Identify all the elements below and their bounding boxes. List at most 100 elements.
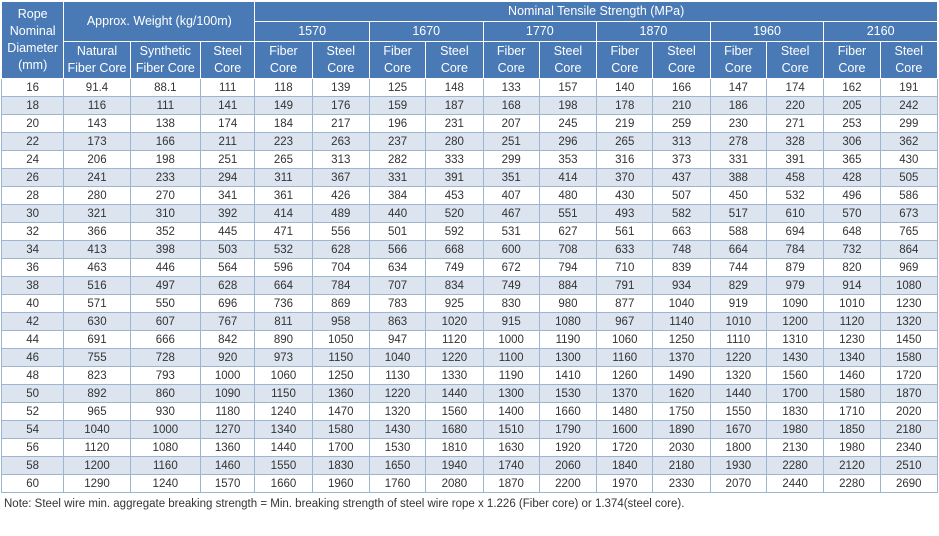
table-cell: 331: [368, 168, 427, 187]
table-cell: 125: [368, 78, 427, 97]
table-cell: 333: [425, 150, 484, 169]
table-cell: 265: [596, 132, 654, 151]
table-cell: 174: [765, 78, 825, 97]
diameter-cell: 30: [0, 204, 65, 223]
table-cell: 1790: [538, 420, 598, 439]
table-row: 28 280 270 341 361 426 384 453 407 480 430 507 450 53…: [0, 186, 939, 205]
diameter-cell: 34: [0, 240, 65, 259]
strength-group-header: 1960: [709, 21, 825, 42]
table-cell: 2180: [879, 420, 939, 439]
table-cell: 187: [425, 96, 484, 115]
table-cell: 505: [879, 168, 939, 187]
table-cell: 265: [254, 150, 313, 169]
table-cell: 111: [129, 96, 202, 115]
table-cell: 1410: [538, 366, 598, 385]
table-cell: 1660: [254, 474, 313, 493]
table-cell: 834: [425, 276, 484, 295]
table-cell: 2280: [823, 474, 881, 493]
strength-group-header: 1570: [254, 21, 370, 42]
table-cell: 596: [254, 258, 313, 277]
table-cell: 1250: [311, 366, 370, 385]
table-cell: 219: [596, 114, 654, 133]
table-cell: 480: [538, 186, 598, 205]
table-cell: 884: [538, 276, 598, 295]
table-cell: 550: [129, 294, 202, 313]
table-cell: 1120: [63, 438, 131, 457]
diameter-cell: 58: [0, 456, 65, 475]
table-cell: 430: [879, 150, 939, 169]
table-row: 58 1200 1160 1460 1550 1830 1650 1940 1740 2060 18…: [0, 456, 939, 475]
table-cell: 1480: [596, 402, 654, 421]
table-cell: 1850: [823, 420, 881, 439]
fiber-core-header: Fiber Core: [823, 41, 881, 79]
table-cell: 668: [425, 240, 484, 259]
table-cell: 570: [823, 204, 881, 223]
table-cell: 1020: [425, 312, 484, 331]
table-cell: 842: [200, 330, 256, 349]
table-cell: 2060: [538, 456, 598, 475]
table-cell: 1550: [254, 456, 313, 475]
table-cell: 767: [200, 312, 256, 331]
table-cell: 811: [254, 312, 313, 331]
table-cell: 407: [482, 186, 540, 205]
table-cell: 1560: [765, 366, 825, 385]
table-row: 18 116 111 141 149 176 159 187 168 198 178 210 186 22…: [0, 96, 939, 115]
table-cell: 413: [63, 240, 131, 259]
table-cell: 1980: [765, 420, 825, 439]
diameter-cell: 54: [0, 420, 65, 439]
table-cell: 869: [311, 294, 370, 313]
table-body: 16 91.4 88.1 111 118 139 125 148 133 157 140 166 147…: [0, 78, 939, 493]
table-cell: 1570: [200, 474, 256, 493]
table-cell: 143: [63, 114, 131, 133]
table-cell: 1440: [709, 384, 768, 403]
diameter-cell: 52: [0, 402, 65, 421]
table-cell: 392: [200, 204, 256, 223]
table-cell: 517: [709, 204, 768, 223]
table-cell: 1160: [129, 456, 202, 475]
table-cell: 1000: [482, 330, 540, 349]
table-cell: 1920: [538, 438, 598, 457]
weight-column-header: Steel Core: [200, 41, 256, 79]
table-cell: 1760: [368, 474, 427, 493]
nominal-tensile-header: Nominal Tensile Strength (MPa): [254, 1, 938, 22]
table-cell: 388: [709, 168, 768, 187]
table-cell: 1320: [709, 366, 768, 385]
table-cell: 561: [596, 222, 654, 241]
table-cell: 1220: [425, 348, 484, 367]
table-cell: 133: [482, 78, 540, 97]
table-cell: 111: [200, 78, 256, 97]
table-cell: 207: [482, 114, 540, 133]
table-cell: 947: [368, 330, 427, 349]
table-cell: 198: [538, 96, 598, 115]
table-cell: 958: [311, 312, 370, 331]
table-cell: 1970: [596, 474, 654, 493]
footnote: Note: Steel wire min. aggregate breaking…: [4, 498, 685, 510]
table-cell: 251: [200, 150, 256, 169]
table-cell: 1710: [823, 402, 881, 421]
table-cell: 794: [538, 258, 598, 277]
table-cell: 1250: [652, 330, 711, 349]
table-cell: 980: [538, 294, 598, 313]
table-cell: 1220: [709, 348, 768, 367]
table-cell: 91.4: [63, 78, 131, 97]
table-cell: 223: [254, 132, 313, 151]
table-cell: 233: [129, 168, 202, 187]
table-cell: 1260: [596, 366, 654, 385]
table-cell: 1460: [200, 456, 256, 475]
table-cell: 159: [368, 96, 427, 115]
table-cell: 691: [63, 330, 131, 349]
table-cell: 1360: [311, 384, 370, 403]
table-cell: 1470: [311, 402, 370, 421]
table-cell: 237: [368, 132, 427, 151]
table-cell: 414: [538, 168, 598, 187]
table-cell: 1550: [709, 402, 768, 421]
table-cell: 1870: [879, 384, 939, 403]
diameter-cell: 50: [0, 384, 65, 403]
table-cell: 1310: [765, 330, 825, 349]
table-cell: 361: [254, 186, 313, 205]
table-cell: 140: [596, 78, 654, 97]
table-cell: 1930: [709, 456, 768, 475]
table-cell: 313: [652, 132, 711, 151]
table-cell: 489: [311, 204, 370, 223]
table-cell: 141: [200, 96, 256, 115]
